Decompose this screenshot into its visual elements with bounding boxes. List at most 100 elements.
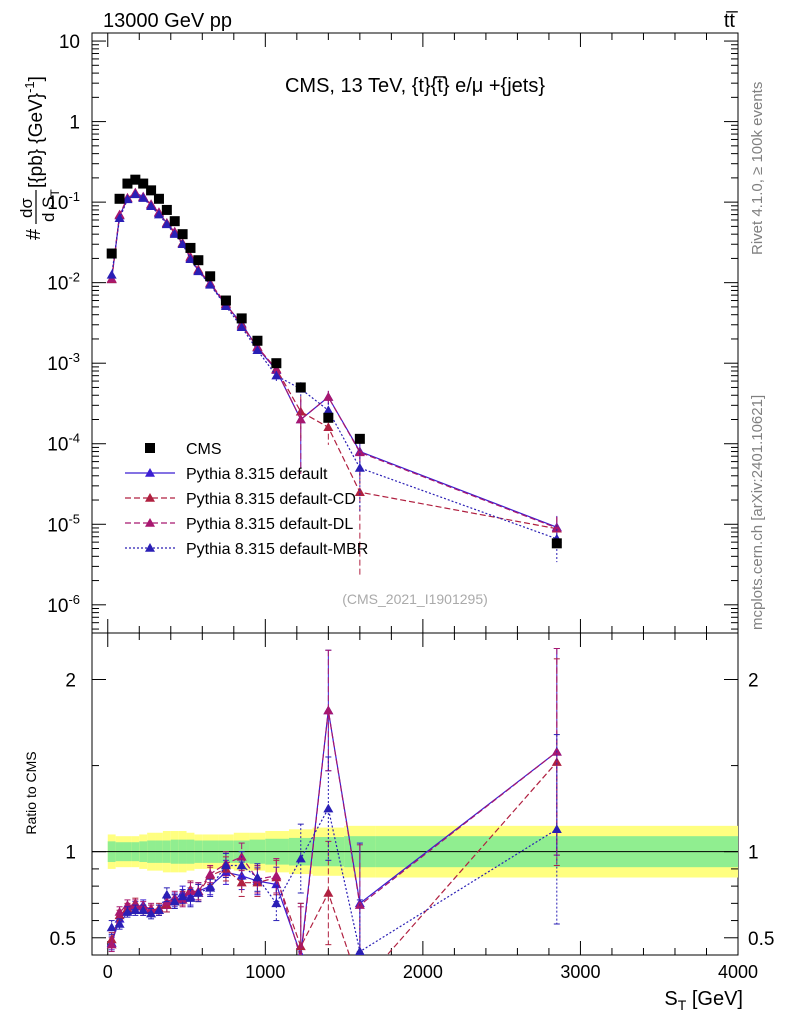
main-marker [323,392,334,401]
main-marker [220,301,231,310]
main-marker [551,522,562,532]
ratio-marker [153,905,164,914]
main-marker [138,193,149,202]
svg-text:[{pb} {GeV}-1]: [{pb} {GeV}-1] [22,76,47,188]
legend-marker-2 [145,518,155,527]
ratio-marker [205,882,216,892]
cms-data-point [252,335,263,346]
mcplots-label: mcplots.cern.ch [arXiv:2401.10621] [749,395,766,630]
ratio-marker [169,896,180,906]
main-line-1 [111,192,557,530]
ratio-marker [323,888,334,897]
chart-title: CMS, 13 TeV, {t}{t̅} e/μ +{jets} [285,75,545,97]
main-marker [205,279,216,289]
ratio-marker [295,853,306,863]
main-marker [122,194,133,204]
ratio-marker [146,903,157,913]
ratio-marker [122,906,133,916]
y-axis-label-ratio: Ratio to CMS [23,751,39,834]
ratio-marker [138,905,149,914]
ratio-marker [236,860,247,870]
cms-data-point [323,412,334,423]
cms-data-point [130,174,141,185]
ratio-series [106,647,562,990]
cms-data-point [193,255,204,266]
cms-data-point [106,248,117,259]
ylabel-den-sub: T [48,188,62,196]
cms-data-point [114,193,125,204]
ratio-marker [146,908,157,918]
y-tick-label: 1 [69,113,80,134]
ratio-marker [355,981,365,990]
ratio-marker [355,946,365,955]
ratio-marker [271,870,282,880]
ratio-marker [299,953,302,955]
main-marker [295,414,306,424]
ratio-marker [323,803,334,813]
cms-data-point [354,433,365,444]
main-marker [114,213,125,223]
ylabel-hash: # [23,228,45,240]
ratio-marker [130,900,141,909]
ratio-marker [205,869,216,878]
ratio-y-tick-label: 0.5 [50,929,76,950]
y-tick-label: 10-5 [47,511,80,536]
ratio-marker [185,893,196,902]
ratio-marker [236,870,247,880]
legend-label-3: Pythia 8.315 default-MBR [186,541,368,558]
legend-marker-1 [145,493,155,502]
ratio-y-tick-label-right: 2 [748,670,759,691]
ratio-y-tick-label: 1 [65,843,76,864]
main-marker [161,219,172,229]
main-marker [177,239,188,248]
y-tick-label: 10-4 [47,431,80,456]
ratio-marker [114,906,125,916]
axes: 0 1000 2000 3000 4000 10-6 10-5 10-4 10-3 10-2 10-… [47,32,774,982]
ylabel-denominator: d S [39,196,58,222]
cms-data-point [205,271,216,282]
ratio-marker [114,919,125,928]
cms-data-point [122,178,133,189]
ratio-marker [193,888,204,897]
header-left: 13000 GeV pp [103,10,232,32]
ratio-y-tick-label-right: 0.5 [748,929,774,950]
cms-data-point [153,193,164,204]
ratio-marker [252,872,263,882]
legend-marker-0 [145,468,155,477]
cms-data-point [185,242,196,253]
header-right: tt̅ [724,10,738,32]
ratio-marker [271,898,282,908]
y-tick-label: 10-3 [47,350,80,375]
xlabel-unit: [GeV] [686,988,743,1010]
ratio-marker [106,922,117,932]
main-marker [106,269,117,279]
main-marker [271,370,282,380]
ratio-marker [130,905,141,914]
x-axis-label: ST [GeV] [664,988,743,1013]
ylabel-unit: [{pb} {GeV} [26,93,47,188]
ratio-marker [551,824,562,834]
main-series [106,174,562,577]
y-axis-label-main: # dσ d ST [{pb} {GeV}-1] [17,76,62,240]
legend: CMS Pythia 8.315 default Pythia 8.315 defa… [125,441,368,558]
cms-data-point [146,185,157,196]
y-tick-label: 10-2 [47,270,80,295]
main-marker [169,229,180,238]
ratio-y-tick-label: 2 [65,670,76,691]
x-tick-label: 1000 [245,962,285,982]
ratio-panel-frame [91,632,739,956]
legend-cms-marker [145,443,155,453]
main-marker [130,189,141,199]
main-marker [185,254,196,264]
main-line-0 [111,192,558,528]
cms-data-point [138,178,149,189]
main-line-2 [111,192,558,529]
x-tick-label: 4000 [718,962,758,982]
x-tick-label: 3000 [560,962,600,982]
ratio-clipped-group [106,647,562,990]
main-marker [323,422,334,432]
main-marker [153,209,164,219]
cms-data-point [220,295,231,306]
main-marker [354,447,365,457]
